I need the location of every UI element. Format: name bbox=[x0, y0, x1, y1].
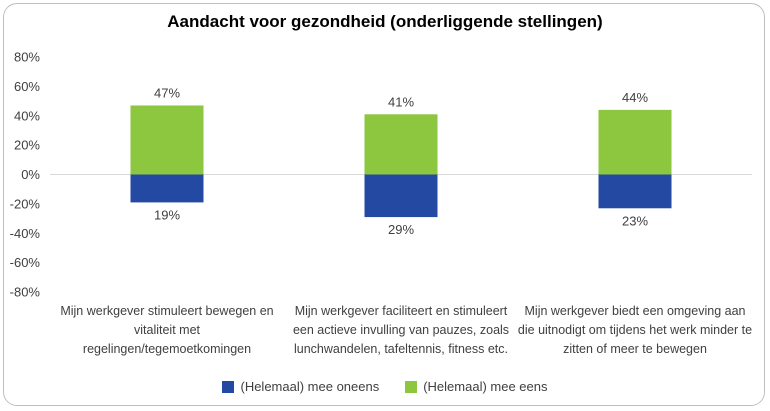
bar-agree bbox=[130, 105, 204, 175]
y-tick-label: -60% bbox=[10, 255, 41, 270]
legend-swatch-disagree bbox=[222, 380, 235, 393]
y-tick-label: 0% bbox=[21, 167, 40, 182]
data-label-disagree: 29% bbox=[388, 222, 414, 237]
bar-agree bbox=[364, 114, 438, 175]
category-label: Mijn werkgever faciliteert en stimuleert… bbox=[292, 304, 510, 356]
legend-swatch-agree bbox=[405, 380, 418, 393]
y-tick-label: 20% bbox=[14, 138, 40, 153]
data-label-disagree: 23% bbox=[622, 213, 648, 228]
legend-label-agree: (Helemaal) mee eens bbox=[423, 379, 548, 394]
category-label: Mijn werkgever biedt een omgeving aan di… bbox=[517, 304, 753, 356]
data-label-agree: 47% bbox=[154, 85, 180, 100]
legend-label-disagree: (Helemaal) mee oneens bbox=[240, 379, 380, 394]
bar-agree bbox=[598, 109, 672, 175]
y-tick-label: 80% bbox=[14, 50, 40, 65]
y-tick-label: -80% bbox=[10, 285, 41, 300]
category-label: Mijn werkgever stimuleert bewegen en vit… bbox=[60, 304, 274, 356]
bar-disagree bbox=[364, 174, 438, 218]
data-label-agree: 41% bbox=[388, 94, 414, 109]
bar-disagree bbox=[598, 174, 672, 209]
bar-disagree bbox=[130, 174, 204, 203]
chart-title: Aandacht voor gezondheid (onderliggende … bbox=[167, 12, 603, 31]
chart-frame bbox=[3, 3, 765, 406]
legend-item-disagree: (Helemaal) mee oneens bbox=[222, 379, 379, 394]
y-tick-label: 60% bbox=[14, 79, 40, 94]
data-label-disagree: 19% bbox=[154, 207, 180, 222]
y-tick-label: -20% bbox=[10, 196, 41, 211]
legend-item-agree: (Helemaal) mee eens bbox=[405, 379, 548, 394]
data-label-agree: 44% bbox=[622, 90, 648, 105]
legend: (Helemaal) mee oneens (Helemaal) mee een… bbox=[0, 379, 770, 394]
y-tick-label: 40% bbox=[14, 108, 40, 123]
y-tick-label: -40% bbox=[10, 226, 41, 241]
